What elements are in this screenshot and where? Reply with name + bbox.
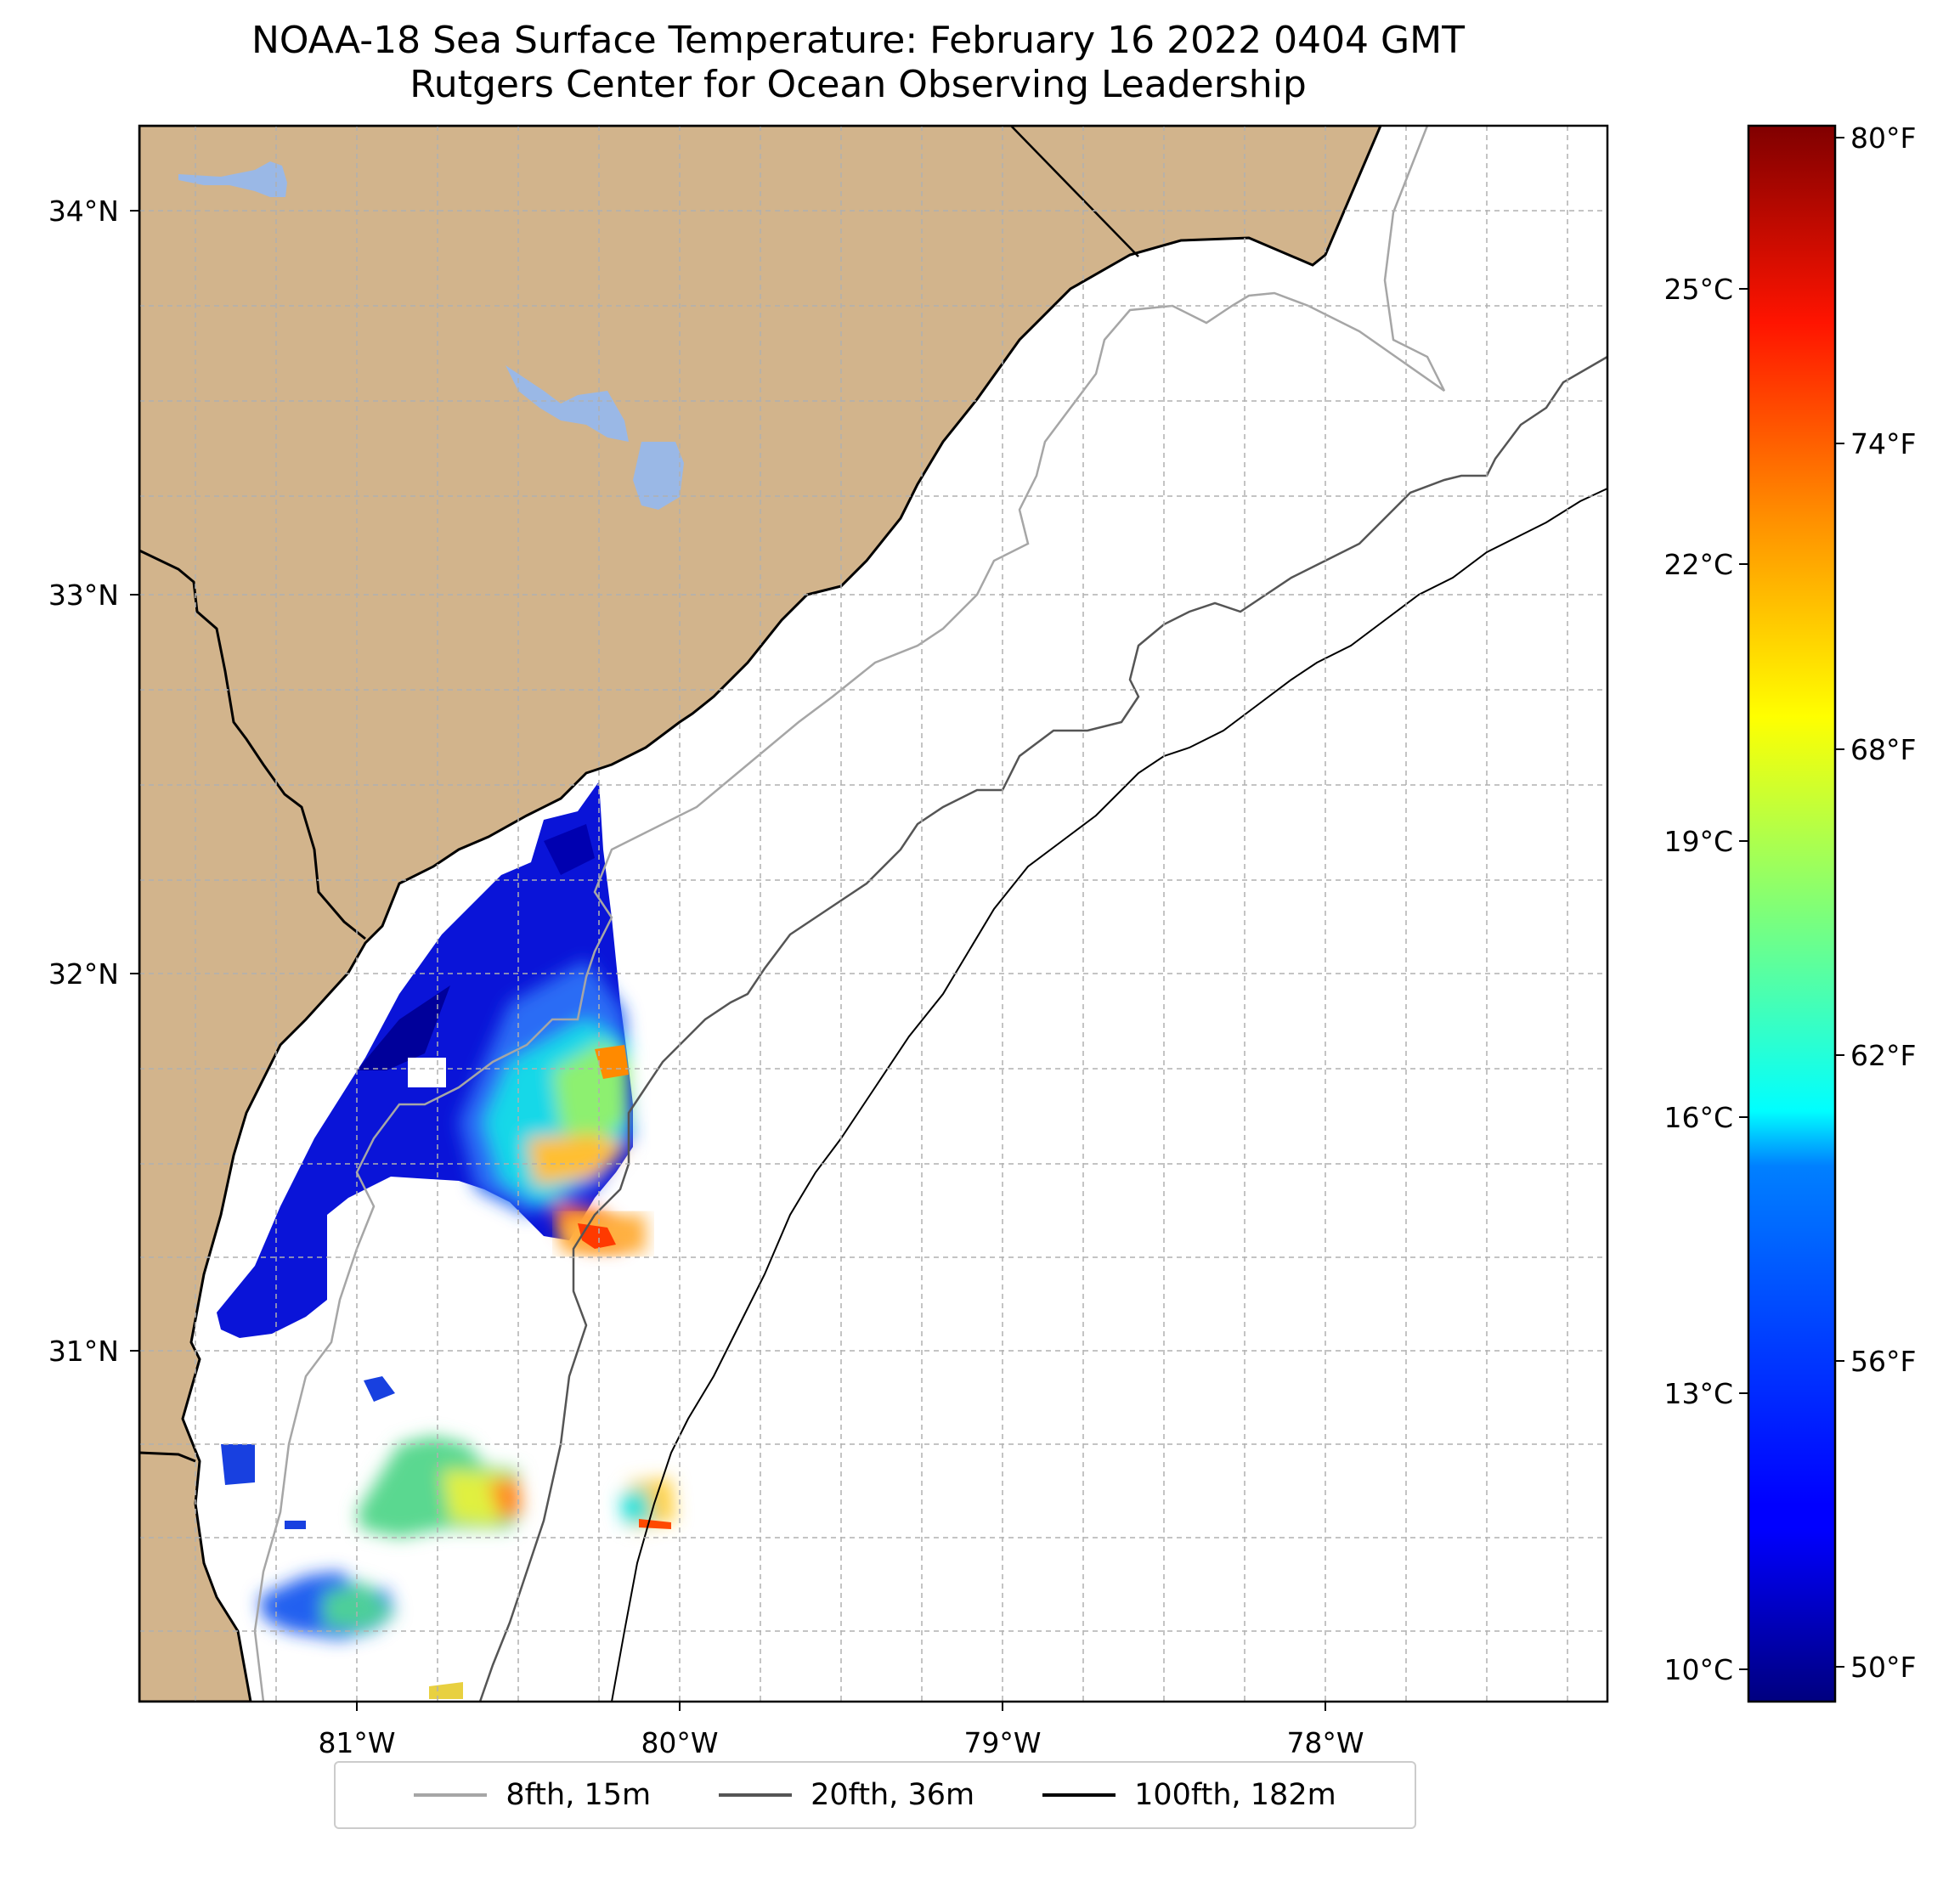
legend-label-100fth: 100fth, 182m [1134, 1778, 1336, 1812]
legend-item-8fth: 8fth, 15m [414, 1778, 651, 1812]
colorbar-c-22: 22°C [1663, 548, 1733, 581]
colorbar-f-56: 56°F [1850, 1345, 1916, 1378]
lake-marion-moultrie [506, 365, 629, 442]
axis-ticks [130, 210, 1326, 1711]
lat-label-32n: 32°N [48, 957, 119, 991]
colorbar-f-80: 80°F [1850, 121, 1916, 155]
lake-moultrie [633, 442, 684, 510]
colorbar-c-16: 16°C [1663, 1101, 1733, 1134]
lon-label-78w: 78°W [1286, 1726, 1364, 1759]
gridlines [139, 126, 1607, 1702]
isobath-8fth [253, 126, 1446, 1702]
colorbar-f-74: 74°F [1850, 427, 1916, 460]
colorbar-f-68: 68°F [1850, 733, 1916, 766]
map-frame [138, 124, 1609, 1703]
lon-label-80w: 80°W [641, 1726, 718, 1759]
colorbar-gradient [1747, 124, 1837, 1703]
legend-line-20fth [719, 1793, 793, 1797]
colorbar-f-62: 62°F [1850, 1039, 1916, 1072]
colorbar-c-13: 13°C [1663, 1377, 1733, 1410]
land [139, 126, 1382, 1702]
colorbar-f-50: 50°F [1850, 1651, 1916, 1684]
colorbar-c-10: 10°C [1663, 1653, 1733, 1686]
colorbar: 25°C 22°C 19°C 16°C 13°C 10°C 80°F 74°F … [1663, 121, 1916, 1703]
title-line-2: Rutgers Center for Ocean Observing Leade… [410, 63, 1307, 106]
lat-label-31n: 31°N [48, 1335, 119, 1368]
legend-item-100fth: 100fth, 182m [1042, 1778, 1336, 1812]
isobath-100fth [611, 488, 1607, 1702]
map-title: NOAA-18 Sea Surface Temperature: Februar… [0, 19, 1716, 107]
sst-data [217, 782, 675, 1699]
isobath-20fth [478, 355, 1607, 1702]
legend-line-100fth [1042, 1793, 1116, 1797]
title-line-1: NOAA-18 Sea Surface Temperature: Februar… [251, 19, 1465, 62]
legend-label-20fth: 20fth, 36m [811, 1778, 975, 1812]
lon-label-79w: 79°W [963, 1726, 1041, 1759]
state-border-south [139, 1451, 196, 1463]
legend-item-20fth: 20fth, 36m [719, 1778, 974, 1812]
legend-line-8fth [414, 1793, 488, 1797]
isobath-legend: 8fth, 15m 20fth, 36m 100fth, 182m [334, 1761, 1416, 1829]
lat-label-34n: 34°N [48, 195, 119, 228]
lon-label-81w: 81°W [318, 1726, 395, 1759]
colorbar-c-25: 25°C [1663, 273, 1733, 306]
lake-north [178, 161, 287, 197]
colorbar-c-19: 19°C [1663, 825, 1733, 858]
map-area[interactable] [139, 126, 1607, 1702]
lat-label-33n: 33°N [48, 579, 119, 612]
legend-label-8fth: 8fth, 15m [506, 1778, 652, 1812]
state-border-north [1010, 126, 1139, 257]
